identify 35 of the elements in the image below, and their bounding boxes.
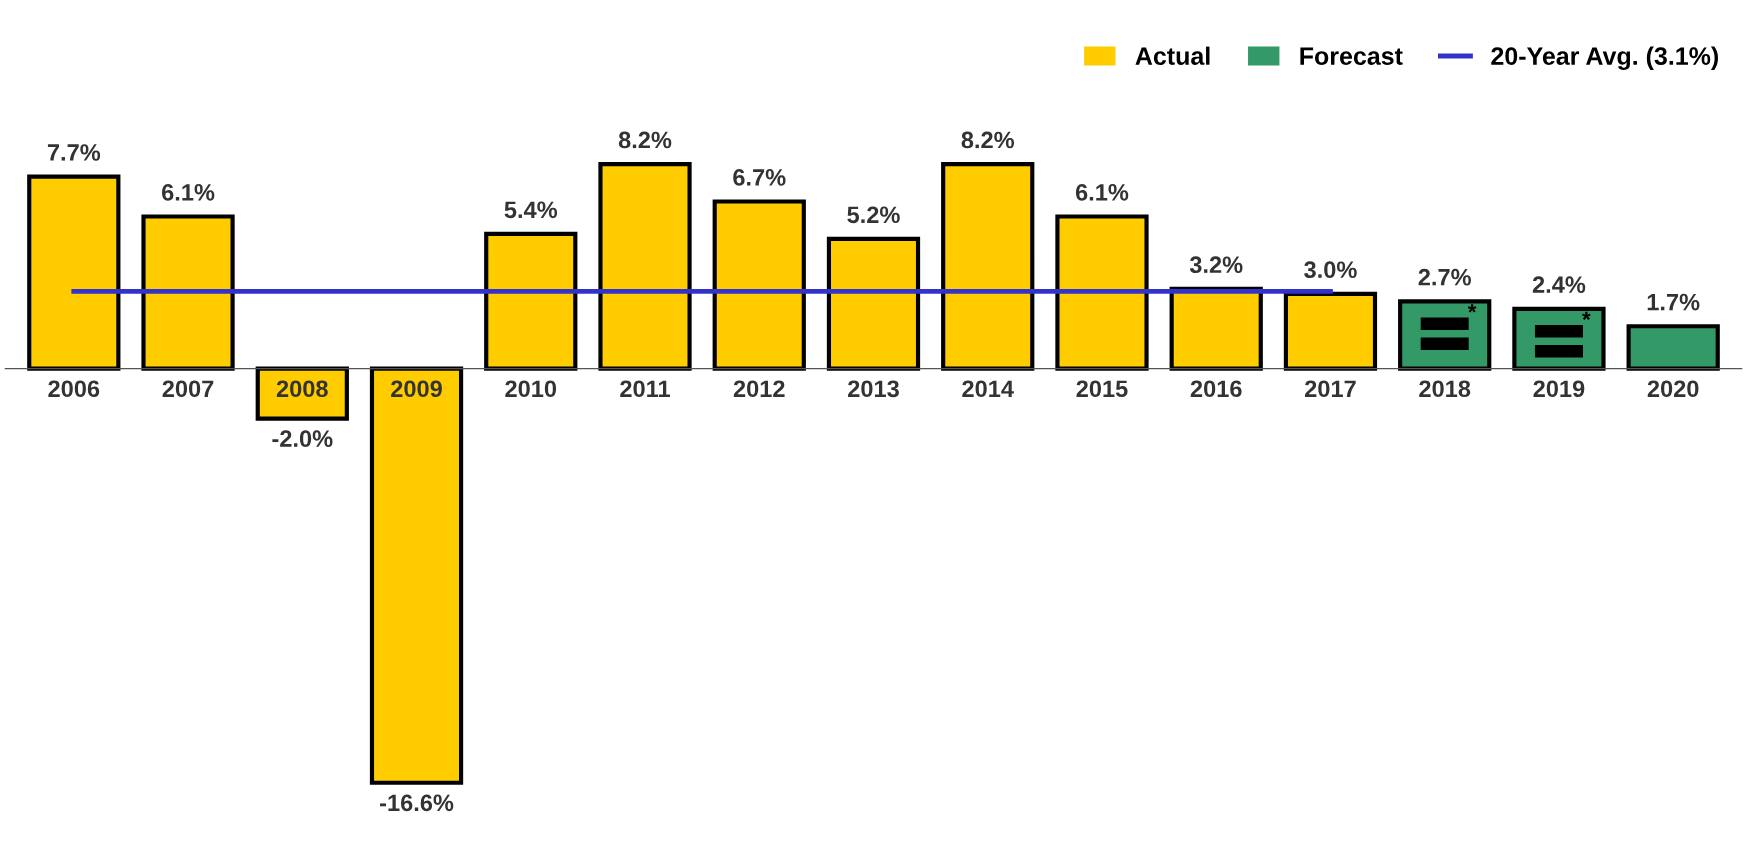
x-tick-label: 2009 [391,380,442,398]
data-label: 7.7% [47,144,101,161]
annotation: * [1582,311,1591,320]
x-tick-label: 2012 [733,380,785,398]
legend-label: Actual [1135,46,1210,65]
data-label: 1.7% [1647,293,1700,311]
x-tick-label: 2015 [1076,380,1128,398]
x-tick-label: 2017 [1305,380,1356,398]
data-label: -16.6% [380,794,454,812]
x-tick-label: 2016 [1190,380,1242,398]
x-tick-label: 2006 [48,380,100,398]
data-label: 8.2% [618,131,672,149]
data-label: -2.0% [272,430,333,448]
data-label: 6.1% [1075,183,1129,201]
x-tick-label: 2010 [505,380,557,398]
x-tick-label: 2008 [276,380,328,398]
legend-label: 20-Year Avg. (3.1%) [1491,46,1718,71]
data-label: 8.2% [961,131,1015,149]
data-label: 3.2% [1189,256,1243,274]
x-tick-label: 2011 [620,380,670,398]
data-label: 3.0% [1304,261,1357,279]
x-tick-label: 2018 [1419,380,1471,398]
data-label: 5.2% [847,206,900,224]
data-label: 2.7% [1418,268,1471,286]
x-tick-label: 2020 [1647,380,1699,398]
x-tick-label: 2014 [962,380,1014,398]
data-label: 5.4% [504,201,558,219]
data-label: 6.1% [162,183,215,201]
annotation: * [1467,304,1477,313]
x-tick-label: 2007 [162,380,214,398]
data-label: 2.4% [1532,276,1586,293]
data-label: 6.7% [733,169,786,186]
x-tick-label: 2013 [848,380,899,398]
x-tick-label: 2019 [1533,380,1585,398]
legend-label: Forecast [1300,47,1403,65]
